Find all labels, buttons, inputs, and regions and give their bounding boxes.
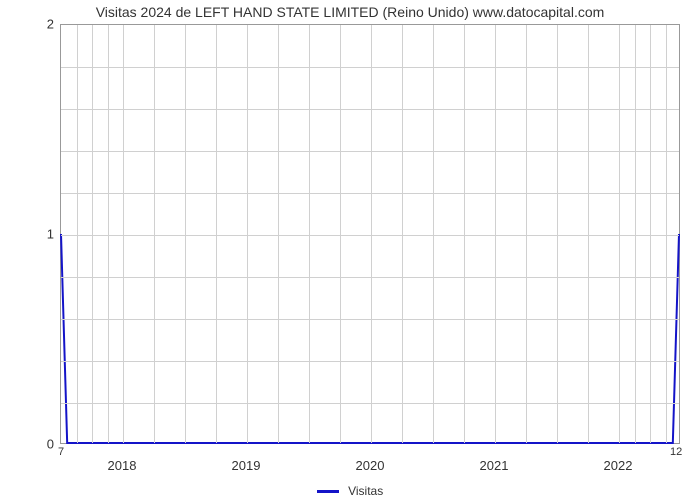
grid-v [495, 25, 496, 443]
grid-v [526, 25, 527, 443]
grid-v [650, 25, 651, 443]
grid-v [185, 25, 186, 443]
xtick-label: 2020 [356, 458, 385, 473]
grid-v [92, 25, 93, 443]
chart-title: Visitas 2024 de LEFT HAND STATE LIMITED … [0, 4, 700, 20]
x-end-small-label: 12 [670, 446, 682, 458]
legend-label: Visitas [348, 484, 383, 498]
grid-v [635, 25, 636, 443]
x-start-small-label: 7 [58, 446, 64, 458]
legend-swatch [317, 490, 339, 493]
ytick-label: 2 [40, 17, 54, 32]
ytick-label: 1 [40, 227, 54, 242]
grid-v [77, 25, 78, 443]
grid-v [588, 25, 589, 443]
grid-v [154, 25, 155, 443]
chart-container: Visitas 2024 de LEFT HAND STATE LIMITED … [0, 0, 700, 500]
xtick-label: 2022 [604, 458, 633, 473]
grid-v [557, 25, 558, 443]
xtick-label: 2019 [232, 458, 261, 473]
xtick-label: 2018 [108, 458, 137, 473]
grid-v [666, 25, 667, 443]
xtick-label: 2021 [480, 458, 509, 473]
grid-v [123, 25, 124, 443]
grid-v [433, 25, 434, 443]
grid-v [216, 25, 217, 443]
grid-v [247, 25, 248, 443]
grid-v [278, 25, 279, 443]
ytick-label: 0 [40, 437, 54, 452]
legend: Visitas [0, 484, 700, 498]
grid-v [464, 25, 465, 443]
grid-v [309, 25, 310, 443]
grid-v [402, 25, 403, 443]
grid-v [619, 25, 620, 443]
plot-area [60, 24, 680, 444]
grid-v [108, 25, 109, 443]
grid-v [340, 25, 341, 443]
grid-v [371, 25, 372, 443]
